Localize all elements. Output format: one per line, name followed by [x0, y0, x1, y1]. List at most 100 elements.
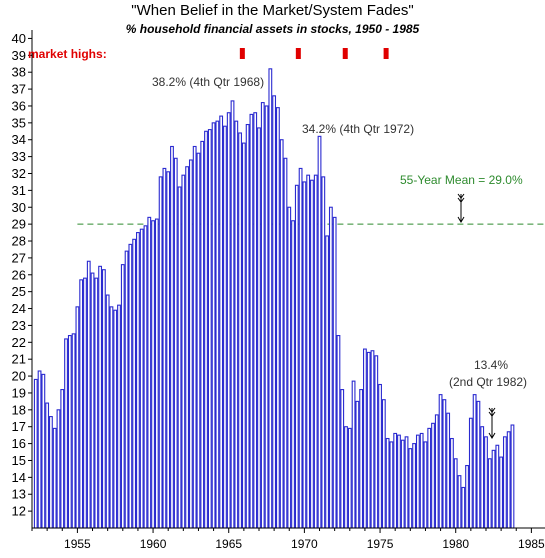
bar — [173, 157, 178, 529]
bar — [359, 389, 364, 529]
bar — [325, 235, 330, 529]
bar — [204, 130, 208, 529]
y-tick-label: 21 — [12, 352, 26, 367]
bar — [434, 414, 439, 529]
bar — [185, 166, 190, 529]
bar — [431, 422, 435, 529]
y-tick-label: 27 — [12, 250, 26, 265]
bar — [238, 132, 242, 529]
bar — [215, 120, 220, 529]
mean-pointer-arrow-feather — [457, 193, 465, 203]
bar — [52, 427, 57, 529]
x-tick-label: 1985 — [518, 537, 545, 551]
chart-title: "When Belief in the Market/System Fades" — [131, 2, 414, 19]
market-high-marker — [295, 48, 301, 59]
bar — [351, 380, 356, 529]
y-tick-label: 30 — [12, 200, 26, 215]
bar — [117, 304, 121, 529]
bar — [196, 152, 201, 529]
bar — [90, 272, 95, 529]
bar — [344, 426, 348, 529]
y-tick-label: 36 — [12, 98, 26, 113]
bar — [37, 370, 42, 529]
bar — [223, 125, 227, 529]
bar — [400, 439, 405, 529]
bar — [366, 351, 371, 529]
y-tick-label: 17 — [12, 419, 26, 434]
chart-subtitle: % household financial assets in stocks, … — [125, 22, 420, 36]
bar — [158, 176, 163, 529]
bar — [340, 389, 345, 529]
bar — [446, 412, 451, 529]
bar — [499, 456, 504, 529]
low-1982-period-annotation: (2nd Qtr 1982) — [449, 375, 528, 389]
bar — [162, 167, 167, 529]
y-tick-label: 35 — [12, 115, 26, 130]
bar — [370, 350, 375, 529]
bar — [412, 443, 417, 529]
y-tick-label: 18 — [12, 402, 26, 417]
y-tick-label: 31 — [12, 183, 26, 198]
bar — [491, 449, 496, 529]
bar — [302, 181, 307, 529]
bar — [268, 68, 273, 529]
y-tick-label: 15 — [12, 453, 26, 468]
bar — [177, 186, 182, 529]
bar — [423, 441, 428, 529]
bar — [207, 129, 212, 529]
bar — [310, 179, 314, 529]
bar — [105, 294, 110, 529]
bar — [317, 135, 322, 529]
bar — [506, 431, 511, 529]
bar — [279, 139, 284, 529]
bar — [67, 334, 72, 529]
bar — [113, 309, 118, 529]
bar — [495, 444, 500, 529]
bar — [472, 394, 477, 529]
bar — [56, 409, 61, 529]
bar — [139, 228, 144, 529]
bar — [397, 434, 401, 529]
bar — [408, 448, 413, 529]
bar — [75, 306, 80, 529]
market-high-marker — [239, 48, 245, 59]
bar — [487, 458, 492, 529]
low-pointer-arrow-head — [488, 432, 496, 439]
bar — [124, 250, 129, 529]
bar — [484, 436, 488, 529]
bar — [241, 142, 246, 529]
y-tick-label: 24 — [12, 301, 26, 316]
bar — [260, 102, 265, 529]
bar — [415, 434, 420, 529]
bar — [332, 216, 337, 529]
bar — [374, 355, 379, 529]
y-tick-label: 40 — [12, 31, 26, 46]
bar — [257, 127, 261, 529]
y-tick-label: 20 — [12, 369, 26, 384]
y-tick-label: 28 — [12, 234, 26, 249]
y-tick-label: 16 — [12, 436, 26, 451]
bar — [147, 216, 152, 529]
bar — [219, 115, 224, 529]
bar — [128, 243, 133, 529]
bar — [419, 432, 424, 529]
bar — [120, 264, 125, 529]
bar — [136, 232, 140, 529]
bar — [143, 225, 148, 529]
mean-pointer-arrow-head — [457, 216, 465, 223]
x-tick-label: 1960 — [140, 537, 167, 551]
bar — [109, 306, 114, 529]
bar — [60, 389, 65, 529]
bar — [283, 157, 288, 529]
market-high-marker — [342, 48, 348, 59]
bar — [442, 399, 447, 529]
bar — [336, 334, 341, 529]
bar — [461, 486, 466, 529]
bar — [245, 123, 250, 529]
low-pointer-arrow-feather — [488, 407, 496, 417]
bar — [476, 400, 481, 529]
bar — [253, 112, 258, 529]
bar — [226, 112, 231, 529]
bar — [45, 402, 50, 529]
bar — [427, 427, 432, 529]
